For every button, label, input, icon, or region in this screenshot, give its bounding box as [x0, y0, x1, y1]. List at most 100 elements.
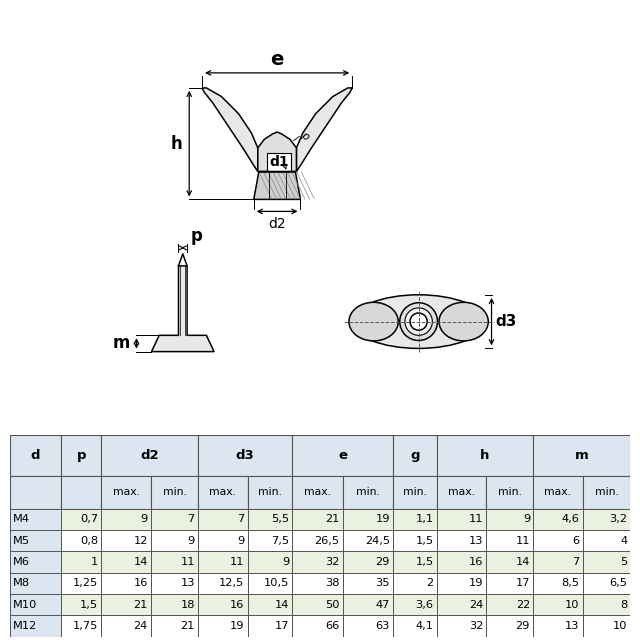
Text: p: p	[300, 130, 311, 143]
Polygon shape	[253, 172, 301, 200]
Bar	[343, 509, 393, 530]
Bar	[583, 616, 630, 637]
Bar	[533, 435, 630, 476]
Text: 2: 2	[426, 579, 433, 588]
Bar	[583, 476, 630, 509]
Bar	[101, 594, 151, 616]
Text: 18: 18	[180, 600, 195, 610]
Bar	[533, 509, 583, 530]
Text: 17: 17	[275, 621, 289, 631]
Bar	[292, 509, 343, 530]
Text: min.: min.	[498, 487, 522, 497]
Bar	[151, 594, 198, 616]
Bar	[583, 509, 630, 530]
Bar	[436, 476, 486, 509]
Text: 11: 11	[230, 557, 244, 567]
Text: 22: 22	[516, 600, 530, 610]
Text: 3,2: 3,2	[609, 515, 627, 524]
Bar	[486, 552, 533, 573]
Text: 0,8: 0,8	[80, 536, 98, 546]
Text: 16: 16	[134, 579, 148, 588]
Bar	[101, 435, 198, 476]
Bar	[61, 530, 101, 552]
Text: min.: min.	[403, 487, 427, 497]
Text: 1,5: 1,5	[415, 536, 433, 546]
Text: 5: 5	[620, 557, 627, 567]
Bar	[198, 552, 248, 573]
Bar	[533, 573, 583, 594]
Text: 16: 16	[230, 600, 244, 610]
Bar	[533, 616, 583, 637]
Bar	[101, 573, 151, 594]
Text: max.: max.	[304, 487, 331, 497]
Bar	[248, 573, 292, 594]
Bar	[393, 476, 436, 509]
Bar	[486, 509, 533, 530]
Text: e: e	[271, 50, 284, 68]
Text: 21: 21	[134, 600, 148, 610]
Bar	[61, 435, 101, 476]
Bar	[486, 573, 533, 594]
Text: 14: 14	[516, 557, 530, 567]
Text: 12: 12	[134, 536, 148, 546]
Text: h: h	[480, 449, 490, 462]
Text: max.: max.	[209, 487, 236, 497]
Bar	[151, 616, 198, 637]
Text: M12: M12	[13, 621, 38, 631]
Bar	[101, 509, 151, 530]
Text: 7,5: 7,5	[271, 536, 289, 546]
Text: 1: 1	[91, 557, 98, 567]
Text: 1,1: 1,1	[415, 515, 433, 524]
Text: 9: 9	[282, 557, 289, 567]
Text: 9: 9	[141, 515, 148, 524]
Bar	[198, 476, 248, 509]
Bar	[151, 552, 198, 573]
Text: h: h	[171, 134, 183, 153]
Bar	[198, 573, 248, 594]
Text: 5,5: 5,5	[271, 515, 289, 524]
Bar	[393, 509, 436, 530]
Bar	[583, 530, 630, 552]
Text: max.: max.	[545, 487, 572, 497]
Bar	[292, 594, 343, 616]
Text: M4: M4	[13, 515, 30, 524]
Bar	[10, 552, 61, 573]
Text: 7: 7	[237, 515, 244, 524]
Bar	[436, 573, 486, 594]
Bar	[292, 435, 393, 476]
Bar	[61, 616, 101, 637]
Text: g: g	[410, 449, 420, 462]
Text: 7: 7	[572, 557, 580, 567]
Bar	[61, 573, 101, 594]
Bar	[486, 616, 533, 637]
Bar	[10, 616, 61, 637]
Text: 9: 9	[523, 515, 530, 524]
Polygon shape	[296, 88, 352, 172]
Bar	[151, 530, 198, 552]
Bar	[10, 435, 61, 476]
Text: 3,6: 3,6	[415, 600, 433, 610]
Bar	[436, 552, 486, 573]
Bar	[151, 573, 198, 594]
Bar	[198, 616, 248, 637]
Text: 63: 63	[376, 621, 390, 631]
Text: 14: 14	[275, 600, 289, 610]
Bar	[486, 476, 533, 509]
Bar	[151, 509, 198, 530]
Bar	[292, 616, 343, 637]
Bar	[533, 476, 583, 509]
Circle shape	[400, 303, 438, 340]
Bar	[486, 530, 533, 552]
Bar	[61, 552, 101, 573]
Bar	[393, 616, 436, 637]
Bar	[10, 594, 61, 616]
Text: M5: M5	[13, 536, 31, 546]
Text: M10: M10	[13, 600, 38, 610]
Bar	[343, 476, 393, 509]
Text: 32: 32	[325, 557, 340, 567]
Text: p: p	[77, 449, 86, 462]
Bar	[292, 552, 343, 573]
Bar	[393, 435, 436, 476]
Text: 24: 24	[469, 600, 483, 610]
Text: 19: 19	[230, 621, 244, 631]
